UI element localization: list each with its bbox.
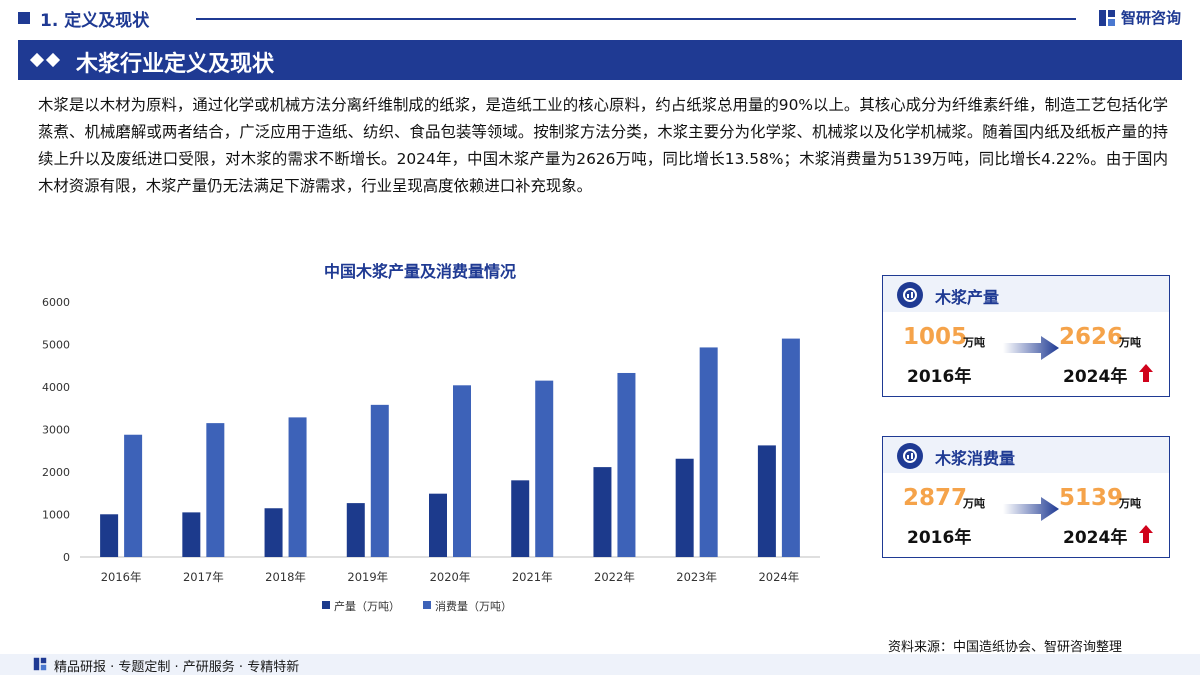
bar: [264, 508, 283, 557]
legend-label: 消费量（万吨）: [435, 599, 512, 613]
chart-badge-icon: [897, 282, 923, 308]
legend-swatch: [423, 601, 431, 609]
x-tick-label: 2020年: [430, 570, 471, 584]
start-value: 2877: [903, 485, 968, 511]
diamond-icon: [45, 52, 61, 68]
page-title: 木浆行业定义及现状: [76, 52, 275, 77]
footer-bar: 精品研报 · 专题定制 · 产研服务 · 专精特新: [0, 654, 1200, 675]
chart-title: 中国木浆产量及消费量情况: [323, 262, 516, 281]
brand-name: 智研咨询: [1121, 9, 1182, 27]
x-tick-label: 2016年: [101, 570, 142, 584]
bar-chart: 0 1000 2000 3000 4000 5000 6000 2016年 2017年 2018年…: [42, 296, 820, 613]
bar: [288, 417, 307, 557]
x-tick-label: 2023年: [676, 570, 717, 584]
bar: [182, 512, 201, 557]
y-tick-label: 2000: [42, 466, 70, 479]
up-arrow-icon: [1139, 364, 1153, 382]
legend-swatch: [322, 601, 330, 609]
bar: [429, 493, 447, 557]
start-unit: 万吨: [963, 497, 985, 510]
x-tick-label: 2017年: [183, 570, 224, 584]
bar: [617, 372, 636, 557]
x-tick-label: 2022年: [594, 570, 635, 584]
section-title: 1. 定义及现状: [40, 11, 150, 31]
growth-arrow-icon: [1003, 497, 1059, 521]
bar: [511, 480, 530, 557]
bar: [593, 467, 612, 557]
y-tick-label: 6000: [42, 296, 70, 309]
end-unit: 万吨: [1119, 497, 1141, 510]
intro-paragraph: 木浆是以木材为原料，通过化学或机械方法分离纤维制成的纸浆，是造纸工业的核心原料，…: [38, 96, 1168, 195]
section-marker: [18, 12, 30, 24]
source-note: 资料来源：中国造纸协会、智研咨询整理: [888, 640, 1123, 655]
production-card: 木浆产量 1005 万吨 2626 万吨 2016年 2024年: [882, 275, 1170, 397]
bar: [699, 347, 718, 557]
bar: [675, 458, 694, 557]
brand-logo: 智研咨询: [1098, 7, 1181, 28]
x-tick-label: 2021年: [512, 570, 553, 584]
growth-arrow-icon: [1003, 336, 1059, 360]
end-year: 2024年: [1063, 367, 1128, 387]
start-year: 2016年: [907, 367, 972, 387]
top-bar: 1. 定义及现状 智研咨询: [0, 0, 1200, 36]
bar: [535, 380, 554, 557]
bar: [757, 445, 776, 557]
y-tick-label: 3000: [42, 424, 70, 437]
diamond-icon: [29, 52, 45, 68]
card-label: 木浆产量: [935, 288, 1000, 307]
card-label: 木浆消费量: [935, 449, 1016, 468]
y-tick-label: 5000: [42, 339, 70, 352]
y-tick-label: 1000: [42, 509, 70, 522]
title-banner: 木浆行业定义及现状: [18, 40, 1182, 80]
y-tick-label: 0: [63, 551, 70, 564]
bar: [124, 434, 143, 557]
header-divider: [196, 18, 1076, 20]
end-year: 2024年: [1063, 528, 1128, 548]
legend-label: 产量（万吨）: [334, 599, 400, 613]
bar: [346, 503, 365, 557]
bar: [370, 404, 389, 557]
chart-badge-icon: [897, 443, 923, 469]
brand-logo-icon: [1099, 9, 1115, 26]
start-value: 1005: [903, 324, 968, 350]
up-arrow-icon: [1139, 525, 1153, 543]
x-tick-label: 2018年: [265, 570, 306, 584]
card-header: [883, 276, 1169, 312]
end-value: 5139: [1059, 485, 1124, 511]
bar: [100, 514, 119, 557]
card-header: [883, 437, 1169, 473]
end-unit: 万吨: [1119, 336, 1141, 349]
consumption-card: 木浆消费量 2877 万吨 5139 万吨 2016年 2024年: [882, 436, 1170, 558]
end-value: 2626: [1059, 324, 1124, 350]
bar: [453, 385, 471, 557]
bar: [206, 423, 225, 557]
brand-logo-icon: [33, 657, 47, 671]
start-year: 2016年: [907, 528, 972, 548]
y-tick-label: 4000: [42, 381, 70, 394]
bar: [781, 338, 800, 557]
start-unit: 万吨: [963, 336, 985, 349]
x-tick-label: 2019年: [347, 570, 388, 584]
x-tick-label: 2024年: [758, 570, 799, 584]
footer-slogan: 精品研报 · 专题定制 · 产研服务 · 专精特新: [54, 660, 300, 675]
